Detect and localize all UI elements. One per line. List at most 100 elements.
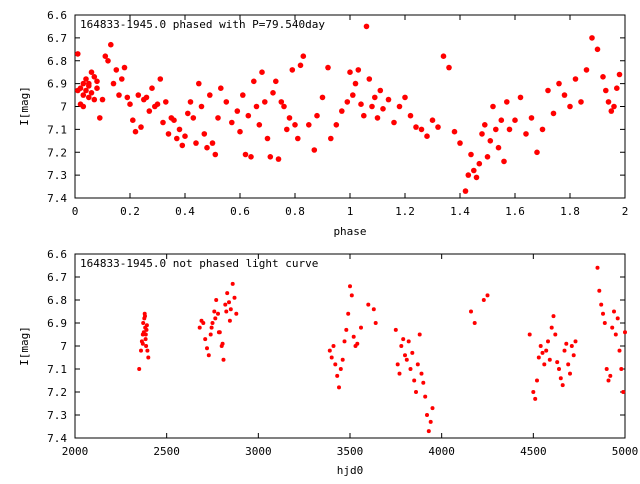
data-point — [501, 158, 507, 165]
data-point — [534, 149, 540, 156]
data-point — [601, 311, 605, 316]
data-point — [560, 383, 565, 388]
data-point — [428, 419, 433, 424]
data-point — [227, 318, 232, 323]
data-point — [94, 78, 100, 85]
data-point — [350, 92, 356, 98]
x-tick-label: 0.2 — [120, 205, 140, 218]
data-point — [223, 99, 230, 105]
x-tick-label: 3000 — [245, 445, 272, 458]
data-point — [160, 119, 166, 126]
data-point — [215, 115, 221, 121]
data-point — [435, 124, 441, 130]
y-axis-label: I[mag] — [18, 86, 31, 126]
data-point — [351, 334, 356, 339]
data-point — [216, 311, 220, 316]
data-point — [174, 135, 180, 142]
data-point — [137, 367, 142, 371]
y-tick-label: 6.8 — [47, 294, 67, 307]
data-point — [473, 174, 480, 181]
data-point — [571, 353, 576, 358]
data-points — [137, 265, 627, 434]
data-point — [617, 348, 622, 353]
data-point — [130, 117, 136, 123]
data-point — [550, 110, 557, 117]
data-point — [535, 378, 539, 383]
data-point — [113, 67, 120, 73]
data-point — [594, 46, 601, 53]
data-point — [366, 302, 371, 307]
data-point — [327, 348, 332, 353]
data-point — [413, 124, 419, 130]
data-point — [425, 413, 429, 417]
data-point — [297, 62, 304, 69]
y-tick-label: 7.1 — [47, 363, 67, 376]
data-point — [179, 142, 186, 149]
data-point — [206, 353, 211, 358]
data-point — [506, 126, 513, 133]
data-point — [325, 64, 331, 71]
data-point — [229, 119, 235, 126]
data-point — [604, 367, 609, 371]
data-point — [423, 394, 428, 399]
data-point — [369, 103, 375, 110]
data-point — [210, 321, 215, 325]
y-tick-label: 7.4 — [47, 432, 67, 445]
data-point — [262, 99, 268, 105]
data-point — [83, 87, 89, 94]
data-point — [144, 323, 149, 328]
data-point — [616, 71, 623, 78]
data-point — [606, 378, 611, 383]
data-point — [468, 151, 474, 158]
data-point — [203, 337, 208, 342]
data-point — [380, 106, 386, 112]
data-point — [75, 87, 81, 94]
data-point — [469, 309, 473, 314]
data-point — [542, 362, 547, 367]
data-point — [248, 154, 254, 160]
data-point — [141, 321, 146, 325]
data-point — [242, 151, 249, 158]
data-point — [143, 337, 148, 342]
data-point — [209, 325, 214, 330]
data-point — [426, 429, 431, 434]
data-point — [333, 362, 338, 367]
x-tick-label: 2500 — [153, 445, 180, 458]
data-point — [344, 99, 351, 105]
data-point — [331, 344, 336, 348]
data-point — [406, 339, 411, 344]
data-point — [237, 128, 243, 135]
data-point — [547, 357, 552, 362]
data-point — [176, 126, 183, 133]
data-point — [165, 131, 172, 137]
data-point — [410, 350, 415, 355]
data-points — [75, 23, 623, 194]
data-point — [600, 74, 606, 80]
data-point — [264, 135, 271, 142]
data-point — [311, 147, 318, 153]
data-point — [569, 344, 574, 348]
data-point — [94, 85, 100, 91]
data-point — [546, 339, 550, 344]
axis-ticks: 2000 2500 3000 3500 4000 4500 5000 6.6 6.7 6.8 6.9… — [47, 248, 638, 458]
data-point — [143, 332, 148, 337]
x-tick-label: 0.4 — [175, 205, 195, 218]
data-point — [116, 92, 122, 98]
data-point — [599, 302, 604, 307]
data-point — [417, 332, 422, 337]
data-point — [143, 314, 147, 319]
data-point — [146, 355, 151, 360]
data-point — [549, 325, 554, 330]
y-tick-label: 6.7 — [47, 271, 67, 284]
data-point — [340, 357, 345, 362]
x-axis-label: phase — [333, 225, 366, 238]
data-point — [393, 327, 398, 332]
y-tick-label: 7.3 — [47, 409, 67, 422]
data-point — [457, 140, 463, 146]
data-point — [347, 69, 353, 75]
data-point — [230, 281, 235, 286]
data-point — [613, 332, 618, 337]
data-point — [198, 103, 205, 110]
data-point — [284, 126, 290, 133]
x-tick-label: 1.2 — [395, 205, 415, 218]
